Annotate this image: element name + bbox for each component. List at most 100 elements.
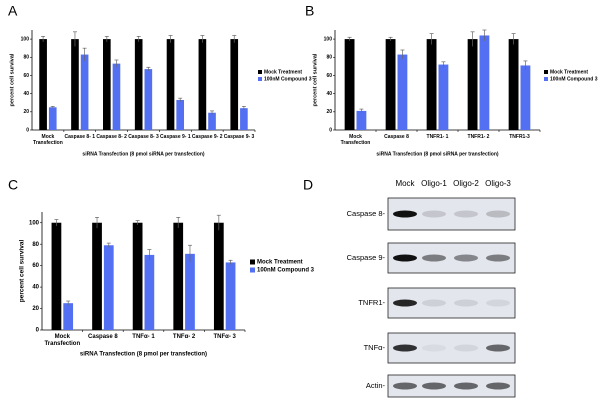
bar: [51, 222, 62, 330]
y-tick-label: 0: [329, 127, 332, 133]
row-label: TNFα-: [364, 343, 386, 352]
blot-band: [486, 210, 510, 218]
y-axis-label: percent cell survival: [19, 240, 26, 303]
bar: [208, 112, 216, 130]
legend-label: Mock Treatment: [550, 69, 588, 75]
bar: [467, 39, 478, 130]
y-axis-label: percent cell survival: [312, 53, 318, 106]
bar: [240, 108, 248, 130]
legend-swatch: [544, 70, 548, 74]
bar: [230, 39, 239, 130]
bar: [103, 245, 114, 330]
y-tick-label: 100: [29, 220, 40, 226]
x-tick-label: Caspase 8- 2: [96, 134, 127, 140]
blot-band: [393, 382, 417, 390]
bar: [134, 39, 143, 130]
x-tick-label: TNFR1- 1: [426, 134, 449, 140]
y-tick-label: 100: [21, 36, 30, 42]
bar: [63, 303, 74, 330]
row-label: Caspase 8-: [347, 209, 386, 218]
x-tick-label: Caspase 9- 3: [223, 134, 255, 140]
bar: [166, 39, 175, 130]
blot-band: [393, 210, 417, 218]
x-tick-label: Mock Transfection: [44, 334, 81, 347]
bar: [185, 253, 195, 330]
blot-band: [454, 210, 478, 218]
legend-swatch: [250, 267, 255, 273]
bar: [39, 39, 47, 130]
x-tick-label: Caspase 8: [88, 334, 118, 340]
y-tick-label: 80: [326, 55, 332, 61]
y-tick-label: 40: [32, 285, 39, 291]
y-tick-label: 40: [326, 91, 332, 97]
panel-label: D: [303, 177, 313, 193]
legend-label: Mock Treatment: [257, 260, 303, 266]
bar: [225, 262, 236, 330]
x-tick-label: Mock Transfection: [33, 134, 63, 146]
legend-label: 100nM Compound 3: [264, 76, 312, 82]
y-tick-label: 80: [32, 242, 39, 248]
blot-band: [454, 254, 478, 262]
y-tick-label: 20: [23, 109, 29, 115]
bar: [438, 64, 449, 130]
blot-band: [393, 299, 417, 307]
bar: [176, 100, 185, 130]
legend-label: 100nM Compound 3: [550, 76, 598, 82]
x-tick-label: Caspase 8: [384, 134, 409, 140]
x-axis-label: siRNA Transfection (8 pmol siRNA per tra…: [82, 151, 204, 157]
legend-label: 100nM Compound 3: [257, 268, 315, 274]
bar: [71, 39, 79, 130]
y-tick-label: 60: [23, 73, 29, 79]
bar: [173, 222, 184, 330]
blot-band: [454, 299, 478, 307]
blot-band: [454, 344, 478, 352]
x-tick-label: Caspase 9- 1: [160, 134, 191, 140]
y-tick-label: 20: [326, 109, 332, 115]
y-tick-label: 0: [36, 328, 40, 334]
y-tick-label: 80: [23, 55, 29, 61]
bar: [112, 63, 121, 130]
bar: [344, 39, 355, 130]
bar: [426, 39, 437, 130]
lane-label: Oligo-3: [485, 179, 511, 188]
x-tick-label: TNFR1-3: [509, 134, 530, 140]
x-tick-label: Mock Transfection: [340, 134, 371, 146]
lane-label: Oligo-2: [453, 179, 479, 188]
bar: [132, 222, 143, 330]
bar: [356, 110, 367, 130]
bar: [80, 54, 89, 130]
legend-swatch: [258, 77, 262, 81]
x-axis-label: siRNA Transfection (8 pmol siRNA per tra…: [376, 151, 498, 157]
x-tick-label: Caspase 8- 3: [128, 134, 159, 140]
bar: [520, 65, 531, 130]
bar: [102, 39, 111, 130]
bar: [198, 39, 207, 130]
x-tick-label: TNFα- 3: [213, 334, 236, 340]
bar: [213, 222, 224, 330]
bar: [385, 39, 396, 130]
x-tick-label: TNFα- 1: [132, 334, 155, 340]
y-tick-label: 60: [326, 73, 332, 79]
y-tick-label: 40: [23, 91, 29, 97]
blot-band: [486, 299, 510, 307]
bar: [397, 54, 408, 130]
row-label: Caspase 9-: [347, 253, 386, 262]
x-tick-label: TNFα- 2: [172, 334, 196, 340]
lane-label: Mock: [395, 179, 415, 188]
x-tick-label: Caspase 9- 2: [191, 134, 223, 140]
blot-band: [422, 299, 446, 307]
bar: [508, 39, 519, 130]
blot-band: [454, 382, 478, 390]
blot-band: [422, 344, 446, 352]
blot-band: [486, 254, 510, 262]
x-tick-label: TNFR1- 2: [467, 134, 490, 140]
blot-band: [422, 210, 446, 218]
blot-band: [486, 344, 510, 352]
blot-band: [422, 382, 446, 390]
x-tick-label: Caspase 8- 1: [64, 134, 96, 140]
bar: [92, 222, 102, 330]
row-label: TNFR1-: [358, 298, 385, 307]
legend-label: Mock Treatment: [264, 69, 302, 75]
